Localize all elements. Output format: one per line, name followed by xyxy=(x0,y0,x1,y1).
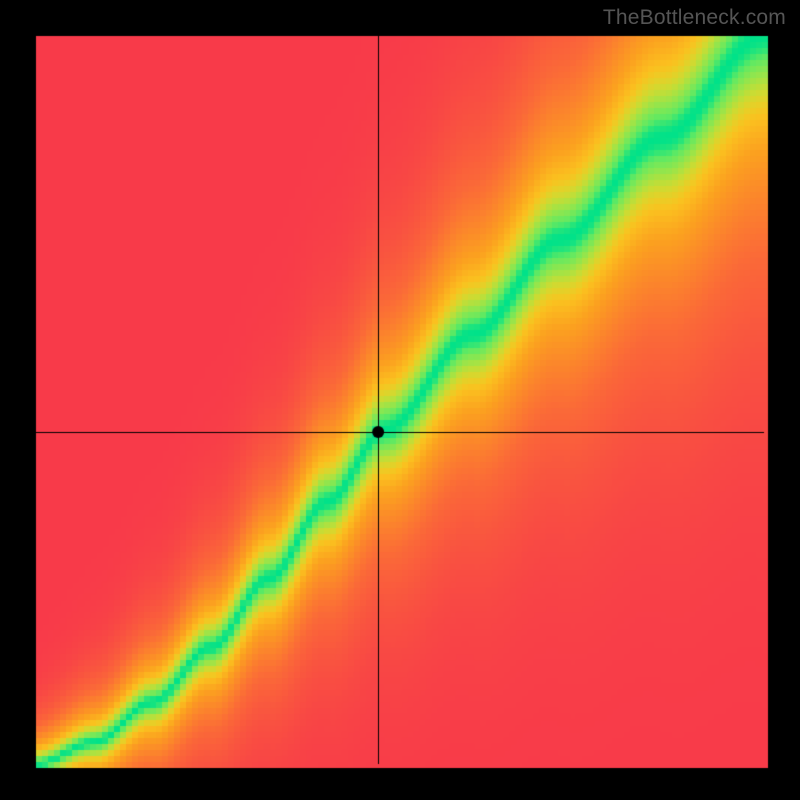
bottleneck-heatmap xyxy=(0,0,800,800)
watermark-text: TheBottleneck.com xyxy=(603,6,786,30)
chart-container: TheBottleneck.com xyxy=(0,0,800,800)
